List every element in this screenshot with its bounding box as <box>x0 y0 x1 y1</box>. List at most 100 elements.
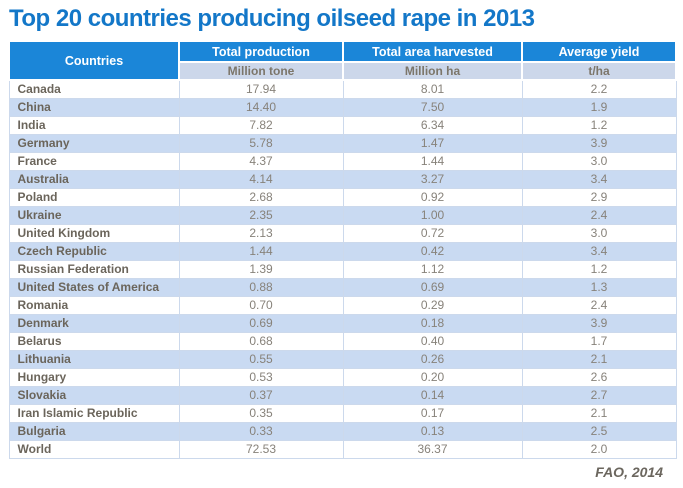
production-cell: 0.69 <box>178 313 344 333</box>
production-cell: 0.37 <box>178 385 344 405</box>
country-cell: Australia <box>8 169 180 189</box>
table-row: Iran Islamic Republic 0.35 0.17 2.1 <box>8 403 677 423</box>
country-cell: Lithuania <box>8 349 180 369</box>
source-note: FAO, 2014 <box>595 463 663 480</box>
yield-cell: 2.0 <box>521 439 677 459</box>
production-cell: 5.78 <box>178 133 344 153</box>
table-row: Romania 0.70 0.29 2.4 <box>8 295 677 315</box>
yield-cell: 1.2 <box>521 115 677 135</box>
country-cell: Czech Republic <box>8 241 180 261</box>
country-cell: Poland <box>8 187 180 207</box>
area-cell: 1.47 <box>342 133 523 153</box>
production-cell: 0.88 <box>178 277 344 297</box>
production-cell: 1.39 <box>178 259 344 279</box>
table-row: World 72.53 36.37 2.0 <box>8 439 677 459</box>
yield-cell: 2.1 <box>521 403 677 423</box>
table-row: Germany 5.78 1.47 3.9 <box>8 133 677 153</box>
column-header-total-production: Total production <box>178 40 344 63</box>
area-cell: 0.29 <box>342 295 523 315</box>
column-header-total-area-harvested: Total area harvested <box>342 40 523 63</box>
area-cell: 8.01 <box>342 79 523 99</box>
area-cell: 7.50 <box>342 97 523 117</box>
yield-cell: 2.5 <box>521 421 677 441</box>
yield-cell: 2.1 <box>521 349 677 369</box>
country-cell: France <box>8 151 180 171</box>
production-cell: 2.68 <box>178 187 344 207</box>
area-cell: 1.12 <box>342 259 523 279</box>
oilseed-rape-table: Countries Total production Total area ha… <box>8 40 677 459</box>
table-row: Canada 17.94 8.01 2.2 <box>8 79 677 99</box>
table-row: United States of America 0.88 0.69 1.3 <box>8 277 677 297</box>
table-row: Russian Federation 1.39 1.12 1.2 <box>8 259 677 279</box>
area-cell: 0.14 <box>342 385 523 405</box>
country-cell: World <box>8 439 180 459</box>
country-cell: Bulgaria <box>8 421 180 441</box>
yield-cell: 2.9 <box>521 187 677 207</box>
table-row: Australia 4.14 3.27 3.4 <box>8 169 677 189</box>
country-cell: China <box>8 97 180 117</box>
production-cell: 0.33 <box>178 421 344 441</box>
production-cell: 0.53 <box>178 367 344 387</box>
yield-cell: 1.2 <box>521 259 677 279</box>
table-row: Slovakia 0.37 0.14 2.7 <box>8 385 677 405</box>
yield-cell: 2.4 <box>521 295 677 315</box>
yield-cell: 2.2 <box>521 79 677 99</box>
table-row: Poland 2.68 0.92 2.9 <box>8 187 677 207</box>
table-row: Belarus 0.68 0.40 1.7 <box>8 331 677 351</box>
country-cell: United Kingdom <box>8 223 180 243</box>
area-cell: 1.00 <box>342 205 523 225</box>
area-cell: 3.27 <box>342 169 523 189</box>
yield-cell: 1.7 <box>521 331 677 351</box>
table-row: Denmark 0.69 0.18 3.9 <box>8 313 677 333</box>
table-body: Canada 17.94 8.01 2.2 China 14.40 7.50 1.9 India… <box>8 79 677 459</box>
production-cell: 7.82 <box>178 115 344 135</box>
production-cell: 1.44 <box>178 241 344 261</box>
table-row: China 14.40 7.50 1.9 <box>8 97 677 117</box>
table-row: Czech Republic 1.44 0.42 3.4 <box>8 241 677 261</box>
area-cell: 0.40 <box>342 331 523 351</box>
page-title: Top 20 countries producing oilseed rape … <box>9 5 535 32</box>
country-cell: Iran Islamic Republic <box>8 403 180 423</box>
yield-cell: 3.0 <box>521 223 677 243</box>
area-cell: 36.37 <box>342 439 523 459</box>
area-cell: 0.26 <box>342 349 523 369</box>
production-cell: 2.35 <box>178 205 344 225</box>
area-cell: 0.17 <box>342 403 523 423</box>
yield-cell: 2.6 <box>521 367 677 387</box>
area-cell: 1.44 <box>342 151 523 171</box>
yield-cell: 1.9 <box>521 97 677 117</box>
table-row: India 7.82 6.34 1.2 <box>8 115 677 135</box>
country-cell: Belarus <box>8 331 180 351</box>
country-cell: Hungary <box>8 367 180 387</box>
table-row: Ukraine 2.35 1.00 2.4 <box>8 205 677 225</box>
country-cell: India <box>8 115 180 135</box>
country-cell: Germany <box>8 133 180 153</box>
country-cell: Slovakia <box>8 385 180 405</box>
production-cell: 17.94 <box>178 79 344 99</box>
country-cell: Ukraine <box>8 205 180 225</box>
area-cell: 0.72 <box>342 223 523 243</box>
column-header-average-yield: Average yield <box>521 40 677 63</box>
production-cell: 14.40 <box>178 97 344 117</box>
yield-cell: 3.4 <box>521 169 677 189</box>
yield-cell: 1.3 <box>521 277 677 297</box>
table-header: Countries Total production Total area ha… <box>8 40 677 81</box>
unit-header-t-per-ha: t/ha <box>521 61 677 81</box>
yield-cell: 2.4 <box>521 205 677 225</box>
production-cell: 0.35 <box>178 403 344 423</box>
column-header-countries: Countries <box>8 40 180 81</box>
production-cell: 0.55 <box>178 349 344 369</box>
area-cell: 0.18 <box>342 313 523 333</box>
table-row: Lithuania 0.55 0.26 2.1 <box>8 349 677 369</box>
area-cell: 0.20 <box>342 367 523 387</box>
yield-cell: 3.9 <box>521 133 677 153</box>
yield-cell: 3.9 <box>521 313 677 333</box>
yield-cell: 3.4 <box>521 241 677 261</box>
area-cell: 0.13 <box>342 421 523 441</box>
country-cell: Russian Federation <box>8 259 180 279</box>
area-cell: 0.42 <box>342 241 523 261</box>
unit-header-million-ha: Million ha <box>342 61 523 81</box>
area-cell: 0.92 <box>342 187 523 207</box>
yield-cell: 2.7 <box>521 385 677 405</box>
